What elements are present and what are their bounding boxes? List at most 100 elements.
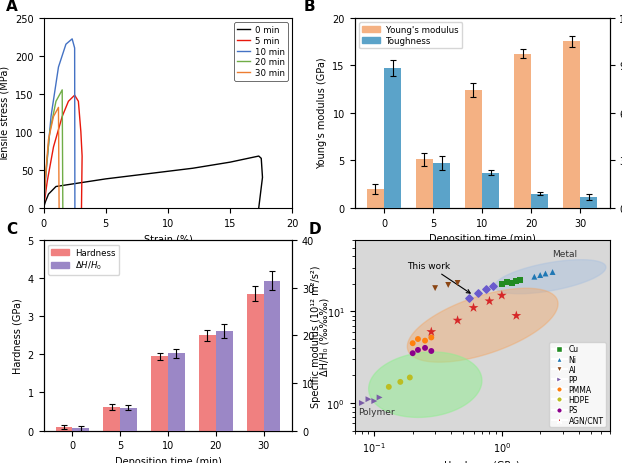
X-axis label: Deposition time (min): Deposition time (min)	[114, 456, 221, 463]
Line: 0 min: 0 min	[44, 156, 262, 208]
20 min	[42, 175, 49, 181]
Legend: Cu, Ni, Al, PP, PMMA, HDPE, PS, AGN/CNT: Cu, Ni, Al, PP, PMMA, HDPE, PS, AGN/CNT	[549, 342, 606, 427]
0 min	[52, 184, 60, 190]
30 min	[55, 106, 62, 111]
Bar	[433, 164, 450, 208]
Bar	[465, 91, 482, 208]
5 min	[50, 145, 57, 150]
Bar	[216, 331, 233, 431]
Point	[420, 337, 430, 344]
Point	[511, 278, 521, 285]
Text: Metal: Metal	[552, 250, 578, 259]
Point	[426, 348, 436, 355]
5 min	[65, 99, 72, 105]
Bar	[199, 336, 216, 431]
Point	[426, 334, 436, 341]
Point	[507, 280, 517, 287]
Legend: Hardness, $\Delta H/H_0$: Hardness, $\Delta H/H_0$	[48, 245, 119, 275]
Point	[407, 340, 417, 347]
Line: 30 min: 30 min	[44, 108, 59, 208]
Point	[407, 350, 417, 357]
Point	[497, 292, 507, 300]
Point	[363, 395, 373, 403]
Polygon shape	[494, 260, 606, 294]
Point	[497, 281, 507, 288]
Point	[464, 295, 474, 302]
Line: 20 min: 20 min	[44, 91, 63, 208]
5 min	[44, 179, 51, 185]
20 min	[58, 88, 66, 94]
Text: Polymer: Polymer	[358, 407, 395, 417]
Bar	[367, 189, 384, 208]
0 min	[255, 154, 262, 159]
Bar	[514, 55, 531, 208]
30 min	[45, 137, 52, 143]
Text: B: B	[304, 0, 315, 14]
10 min	[47, 114, 55, 120]
Point	[468, 304, 478, 312]
Text: C: C	[6, 221, 17, 236]
Bar	[482, 173, 499, 208]
Point	[547, 269, 557, 276]
Point	[502, 279, 512, 286]
Point	[430, 285, 440, 292]
Legend: Young's modulus, Toughness: Young's modulus, Toughness	[359, 23, 463, 50]
Point	[420, 344, 430, 352]
Bar	[580, 198, 597, 208]
Point	[453, 317, 463, 325]
0 min	[42, 200, 49, 205]
Point	[473, 289, 483, 297]
Bar	[103, 407, 120, 431]
0 min	[40, 206, 47, 211]
10 min	[62, 42, 70, 48]
5 min	[75, 99, 82, 105]
10 min	[42, 171, 50, 177]
X-axis label: Hardness (GPa): Hardness (GPa)	[444, 460, 520, 463]
20 min	[40, 206, 47, 211]
Bar	[416, 160, 433, 208]
Line: 5 min: 5 min	[44, 96, 82, 208]
Bar	[531, 194, 548, 208]
X-axis label: Deposition time (min): Deposition time (min)	[429, 233, 536, 244]
Point	[374, 394, 384, 401]
Bar	[264, 281, 281, 431]
Text: D: D	[309, 221, 321, 236]
Bar	[72, 428, 89, 431]
0 min	[77, 181, 85, 186]
0 min	[139, 172, 147, 178]
10 min	[40, 206, 47, 211]
Y-axis label: Tensile stress (MPa): Tensile stress (MPa)	[0, 65, 9, 162]
5 min	[78, 154, 86, 159]
30 min	[50, 114, 57, 120]
Point	[529, 273, 539, 281]
Point	[396, 378, 406, 386]
0 min	[259, 175, 266, 181]
Point	[481, 286, 491, 294]
10 min	[71, 46, 78, 52]
Bar	[563, 42, 580, 208]
20 min	[59, 206, 67, 211]
X-axis label: Strain (%): Strain (%)	[144, 233, 192, 244]
5 min	[77, 130, 85, 135]
Point	[535, 272, 545, 279]
Y-axis label: Specific modulus (10¹² m²/s²): Specific modulus (10¹² m²/s²)	[311, 264, 321, 407]
20 min	[52, 99, 60, 105]
Line: 10 min: 10 min	[44, 40, 75, 208]
Bar	[55, 427, 72, 431]
Y-axis label: ΔH/H₀ (‰‰‰): ΔH/H₀ (‰‰‰)	[320, 297, 330, 375]
30 min	[42, 175, 49, 181]
Point	[357, 400, 367, 407]
0 min	[258, 156, 265, 162]
10 min	[68, 37, 76, 43]
Point	[413, 336, 423, 343]
Point	[516, 277, 526, 284]
0 min	[226, 160, 234, 166]
0 min	[45, 192, 52, 197]
Text: This work: This work	[407, 261, 470, 294]
Y-axis label: Young's modulus (GPa): Young's modulus (GPa)	[317, 58, 327, 169]
Point	[384, 383, 394, 391]
Point	[453, 280, 463, 287]
Point	[413, 346, 423, 354]
Point	[426, 328, 436, 336]
Bar	[247, 294, 264, 431]
